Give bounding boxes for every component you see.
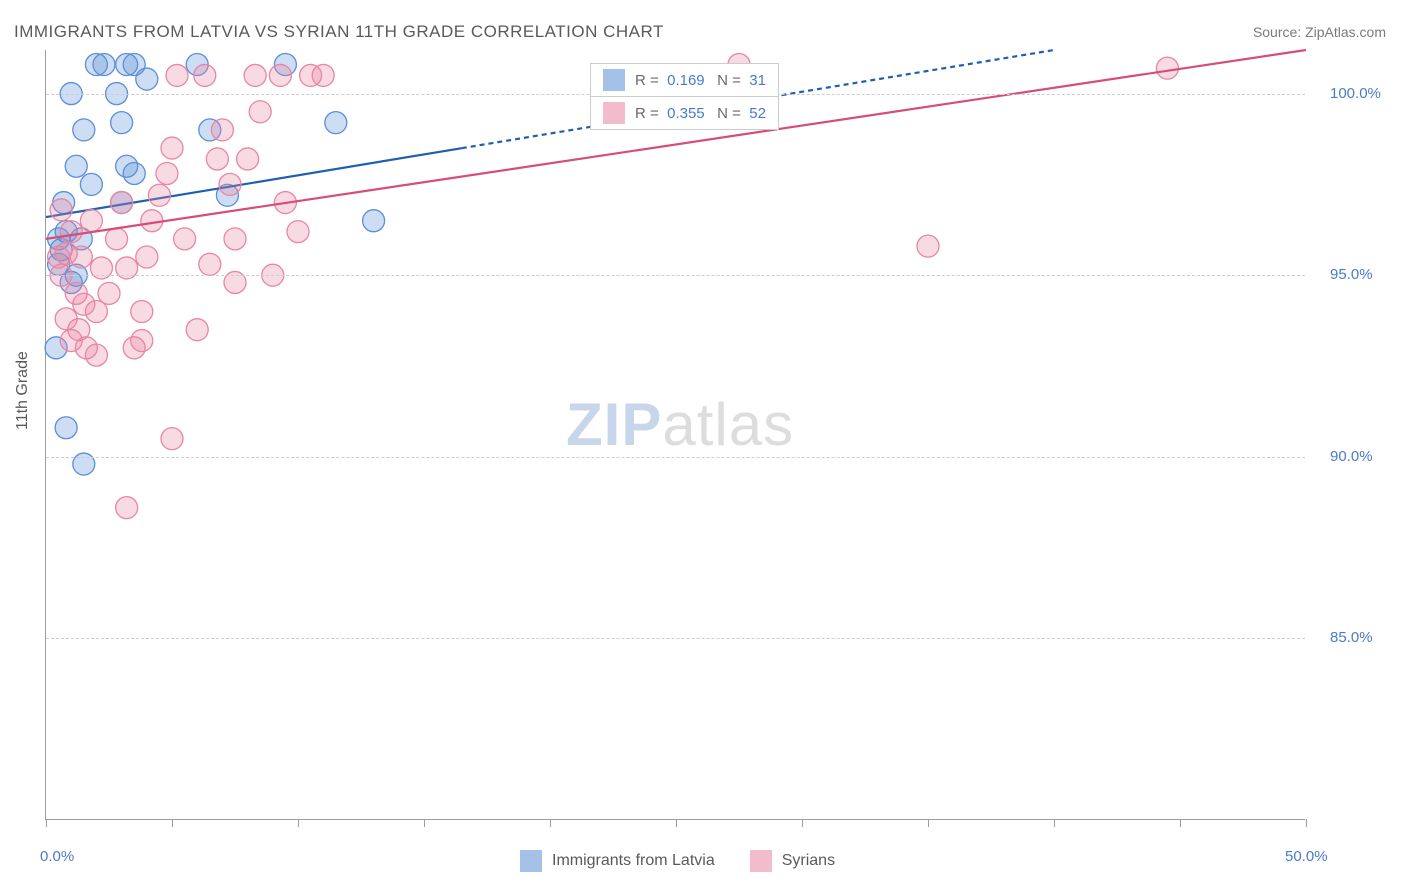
scatter-point bbox=[123, 162, 145, 184]
x-tick bbox=[1054, 819, 1055, 827]
x-tick-label: 0.0% bbox=[40, 848, 74, 865]
chart-plot-area: ZIPatlas bbox=[45, 50, 1305, 820]
x-tick bbox=[676, 819, 677, 827]
x-tick bbox=[1180, 819, 1181, 827]
gridline-horizontal bbox=[46, 638, 1305, 639]
scatter-point bbox=[116, 497, 138, 519]
scatter-point bbox=[141, 210, 163, 232]
legend-label: Syrians bbox=[782, 852, 835, 870]
scatter-point bbox=[237, 148, 259, 170]
x-tick bbox=[172, 819, 173, 827]
x-tick bbox=[424, 819, 425, 827]
correlation-row: R = 0.355 N = 52 bbox=[591, 96, 778, 129]
scatter-point bbox=[55, 417, 77, 439]
scatter-point bbox=[131, 301, 153, 323]
scatter-point bbox=[156, 162, 178, 184]
scatter-point bbox=[199, 253, 221, 275]
series-legend: Immigrants from Latvia Syrians bbox=[520, 850, 860, 872]
y-tick-label: 90.0% bbox=[1330, 448, 1373, 465]
correlation-legend: R = 0.169 N = 31 R = 0.355 N = 52 bbox=[590, 63, 779, 130]
scatter-point bbox=[363, 210, 385, 232]
scatter-point bbox=[174, 228, 196, 250]
source-attribution: Source: ZipAtlas.com bbox=[1253, 24, 1386, 40]
scatter-point bbox=[136, 246, 158, 268]
correlation-text: R = 0.169 N = 31 bbox=[635, 72, 766, 89]
scatter-point bbox=[148, 184, 170, 206]
scatter-point bbox=[80, 210, 102, 232]
scatter-point bbox=[269, 64, 291, 86]
x-tick bbox=[1306, 819, 1307, 827]
scatter-point bbox=[111, 192, 133, 214]
scatter-point bbox=[312, 64, 334, 86]
x-tick bbox=[928, 819, 929, 827]
scatter-point bbox=[55, 308, 77, 330]
legend-swatch bbox=[603, 102, 625, 124]
scatter-point bbox=[325, 112, 347, 134]
x-tick bbox=[46, 819, 47, 827]
x-tick bbox=[298, 819, 299, 827]
legend-swatch bbox=[750, 850, 772, 872]
scatter-point bbox=[80, 173, 102, 195]
y-tick-label: 100.0% bbox=[1330, 85, 1381, 102]
scatter-point bbox=[211, 119, 233, 141]
y-tick-label: 85.0% bbox=[1330, 629, 1373, 646]
chart-title: IMMIGRANTS FROM LATVIA VS SYRIAN 11TH GR… bbox=[14, 22, 664, 42]
scatter-point bbox=[131, 330, 153, 352]
x-tick-label: 50.0% bbox=[1285, 848, 1328, 865]
scatter-point bbox=[206, 148, 228, 170]
scatter-point bbox=[161, 428, 183, 450]
scatter-point bbox=[249, 101, 271, 123]
scatter-point bbox=[111, 112, 133, 134]
scatter-point bbox=[70, 246, 92, 268]
scatter-point bbox=[166, 64, 188, 86]
scatter-point bbox=[60, 221, 82, 243]
scatter-point bbox=[186, 319, 208, 341]
scatter-point bbox=[287, 221, 309, 243]
scatter-point bbox=[219, 173, 241, 195]
scatter-point bbox=[136, 68, 158, 90]
correlation-text: R = 0.355 N = 52 bbox=[635, 105, 766, 122]
legend-swatch bbox=[520, 850, 542, 872]
scatter-point bbox=[244, 64, 266, 86]
scatter-point bbox=[106, 228, 128, 250]
scatter-point bbox=[224, 228, 246, 250]
scatter-point bbox=[194, 64, 216, 86]
scatter-point bbox=[73, 119, 95, 141]
x-tick bbox=[550, 819, 551, 827]
gridline-horizontal bbox=[46, 457, 1305, 458]
scatter-point bbox=[93, 54, 115, 76]
gridline-horizontal bbox=[46, 275, 1305, 276]
y-axis-label: 11th Grade bbox=[14, 351, 32, 430]
legend-swatch bbox=[603, 69, 625, 91]
scatter-point bbox=[65, 155, 87, 177]
scatter-point bbox=[50, 199, 72, 221]
scatter-point bbox=[161, 137, 183, 159]
correlation-row: R = 0.169 N = 31 bbox=[591, 64, 778, 96]
scatter-point bbox=[85, 344, 107, 366]
scatter-point bbox=[98, 282, 120, 304]
y-tick-label: 95.0% bbox=[1330, 266, 1373, 283]
scatter-point bbox=[917, 235, 939, 257]
scatter-point bbox=[1156, 57, 1178, 79]
scatter-svg bbox=[46, 50, 1305, 819]
legend-label: Immigrants from Latvia bbox=[552, 852, 715, 870]
x-tick bbox=[802, 819, 803, 827]
